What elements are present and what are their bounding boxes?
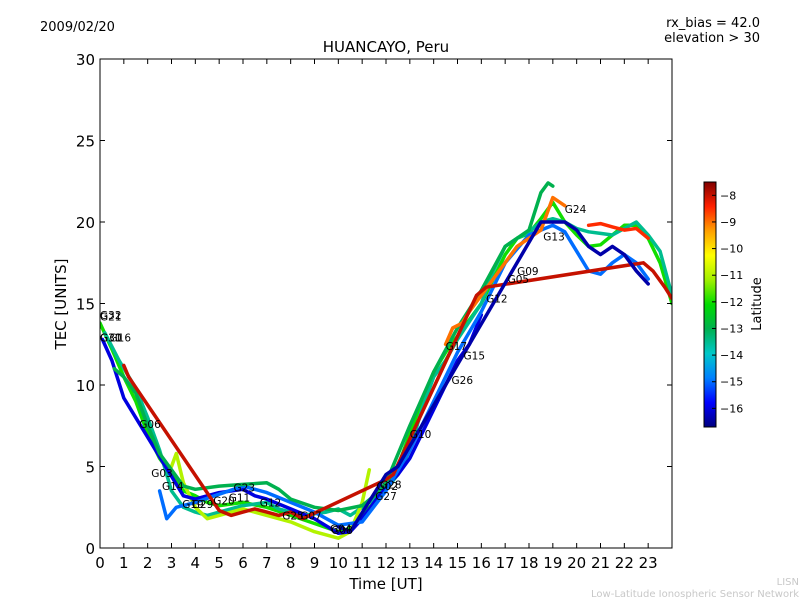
x-tick-label: 8 — [286, 554, 296, 572]
tec-series-5 — [112, 181, 555, 513]
prn-label: G32 — [100, 310, 122, 322]
prn-label: G26 — [452, 375, 474, 387]
prn-label: G02 — [377, 481, 399, 493]
tec-series-8 — [122, 261, 672, 521]
colorbar-tick-label: −11 — [720, 269, 743, 282]
colorbar-tick-label: −15 — [720, 376, 743, 389]
colorbar-tick-label: −13 — [720, 322, 743, 335]
colorbar-ticks: −16 −15 −14 −13 −12 −11 −10 −9 −8 — [712, 189, 743, 415]
prn-label: G07 — [300, 510, 322, 522]
y-tick-label: 25 — [76, 133, 95, 151]
x-tick-label: 15 — [448, 554, 467, 572]
x-tick-label: 4 — [191, 554, 201, 572]
prn-label: G25 — [282, 510, 304, 522]
colorbar — [703, 181, 717, 428]
x-tick-label: 6 — [238, 554, 248, 572]
x-axis: 0 1 2 3 4 5 6 7 8 9 10 11 12 13 14 15 16 17 18 19 20 21 22 23 — [95, 59, 658, 572]
prn-label: G31 — [100, 333, 122, 345]
x-tick-label: 5 — [214, 554, 224, 572]
prn-label: G20 — [213, 496, 235, 508]
colorbar-tick-label: −9 — [720, 216, 736, 229]
prn-label: G06 — [139, 419, 161, 431]
x-tick-label: 13 — [400, 554, 419, 572]
prn-label: G08 — [331, 525, 353, 537]
date-label: 2009/02/20 — [40, 20, 115, 35]
tec-series-6 — [443, 195, 567, 347]
x-tick-label: 3 — [167, 554, 177, 572]
colorbar-tick-label: −16 — [720, 402, 743, 415]
tec-series-4 — [157, 223, 650, 527]
prn-label: G27 — [375, 491, 397, 503]
prn-label: G11 — [229, 493, 251, 505]
prn-label: G21 — [100, 312, 122, 324]
prn-label: G09 — [517, 266, 539, 278]
x-tick-label: 17 — [496, 554, 515, 572]
y-tick-label: 15 — [76, 296, 95, 314]
x-tick-label: 12 — [376, 554, 395, 572]
x-tick-label: 22 — [615, 554, 634, 572]
prn-label: G14 — [162, 481, 184, 493]
x-tick-label: 11 — [353, 554, 372, 572]
x-axis-label: Time [UT] — [348, 575, 422, 593]
prn-label: G30 — [100, 333, 122, 345]
chart-title: HUANCAYO, Peru — [323, 38, 449, 56]
prn-label: G12 — [260, 497, 282, 509]
prn-label: G29 — [192, 499, 214, 511]
prn-label: G04 — [330, 523, 352, 535]
tec-series-9 — [336, 220, 650, 534]
colorbar-label: Latitude — [750, 277, 765, 331]
prn-label: G16 — [110, 333, 132, 345]
x-tick-label: 0 — [95, 554, 105, 572]
plot-area — [100, 59, 672, 548]
x-tick-label: 21 — [591, 554, 610, 572]
credit-short: LISN — [777, 577, 799, 588]
tec-series-7 — [586, 221, 650, 241]
y-axis-label: TEC [UNITS] — [52, 259, 70, 351]
prn-label: G10 — [410, 429, 432, 441]
colorbar-tick-label: −12 — [720, 296, 743, 309]
x-tick-label: 14 — [424, 554, 443, 572]
prn-label: G13 — [543, 232, 565, 244]
prn-label: G19 — [182, 499, 204, 511]
prn-label: G05 — [508, 274, 529, 286]
y-tick-label: 5 — [85, 459, 95, 477]
x-tick-label: 19 — [543, 554, 562, 572]
series-layer — [100, 181, 672, 540]
y-axis: 0 5 10 15 20 25 30 — [76, 51, 672, 558]
y-tick-label: 20 — [76, 214, 95, 232]
x-tick-label: 7 — [262, 554, 272, 572]
x-tick-label: 20 — [567, 554, 586, 572]
credit-long: Low-Latitude Ionospheric Sensor Network — [591, 589, 799, 600]
x-tick-label: 23 — [639, 554, 658, 572]
elevation-label: elevation > 30 — [664, 31, 760, 46]
y-tick-label: 30 — [76, 51, 95, 69]
y-tick-label: 0 — [85, 540, 95, 558]
x-tick-label: 18 — [519, 554, 538, 572]
prn-label: G28 — [380, 479, 402, 491]
y-tick-label: 10 — [76, 377, 95, 395]
x-tick-label: 9 — [310, 554, 320, 572]
prn-label: G24 — [565, 204, 587, 216]
prn-label: G15 — [464, 351, 486, 363]
prn-label: G23 — [234, 483, 256, 495]
rx-bias-label: rx_bias = 42.0 — [666, 16, 760, 31]
x-tick-label: 1 — [119, 554, 129, 572]
x-tick-label: 10 — [329, 554, 348, 572]
colorbar-tick-label: −14 — [720, 349, 743, 362]
colorbar-tick-label: −8 — [720, 189, 736, 202]
prn-label: G12 — [486, 294, 508, 306]
x-tick-label: 2 — [143, 554, 153, 572]
prn-label: G03 — [151, 468, 173, 480]
prn-label: G17 — [446, 341, 468, 353]
colorbar-tick-label: −10 — [720, 243, 743, 256]
x-tick-label: 16 — [472, 554, 491, 572]
